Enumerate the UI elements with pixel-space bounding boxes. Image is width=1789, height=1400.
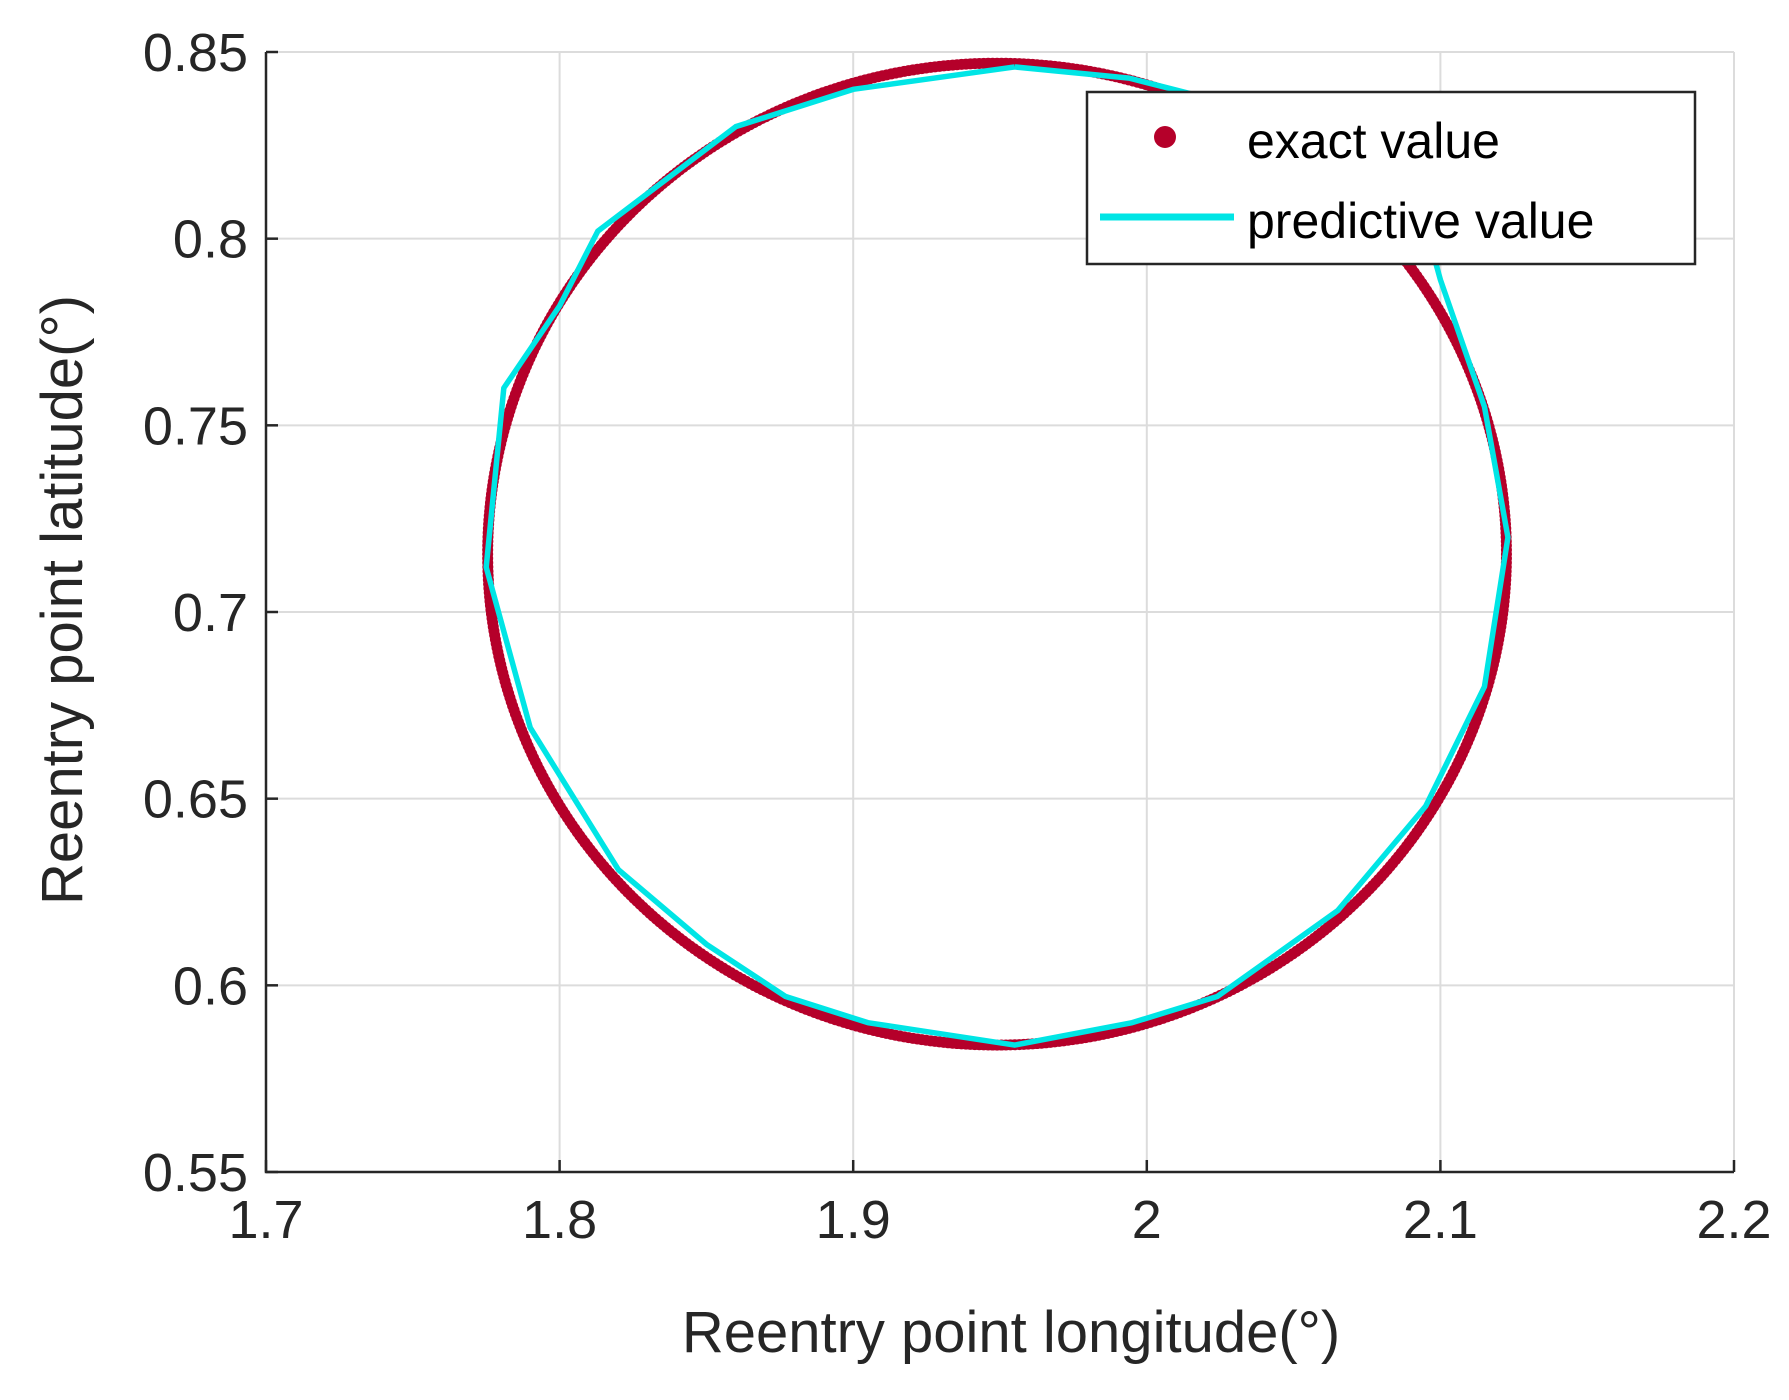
- x-tick-label: 1.7: [228, 1190, 303, 1250]
- legend-predictive-label: predictive value: [1247, 193, 1594, 249]
- x-tick-label: 2: [1132, 1190, 1162, 1250]
- legend-exact-marker: [1154, 126, 1176, 148]
- axes: [264, 50, 1736, 1174]
- y-tick-label: 0.75: [143, 396, 248, 456]
- legend-box: [1085, 90, 1697, 266]
- x-axis-label: Reentry point longitude(°): [682, 1300, 1340, 1365]
- y-tick-label: 0.7: [173, 583, 248, 643]
- tick-labels: 1.7 1.8 1.9 2 2.1 2.2 0.55 0.6 0.65 0.7 0.75 0.8 0.8…: [143, 23, 1772, 1250]
- legend-exact-label: exact value: [1247, 113, 1500, 169]
- y-tick-label: 0.85: [143, 23, 248, 83]
- y-tick-label: 0.55: [143, 1143, 248, 1203]
- x-tick-label: 1.9: [816, 1190, 891, 1250]
- x-tick-label: 2.2: [1696, 1190, 1771, 1250]
- y-tick-label: 0.8: [173, 210, 248, 270]
- y-tick-label: 0.65: [143, 770, 248, 830]
- x-tick-label: 1.8: [522, 1190, 597, 1250]
- y-tick-label: 0.6: [173, 956, 248, 1016]
- y-axis-label: Reentry point latitude(°): [30, 295, 95, 905]
- x-tick-label: 2.1: [1403, 1190, 1478, 1250]
- legend: exact value predictive value: [1085, 90, 1697, 266]
